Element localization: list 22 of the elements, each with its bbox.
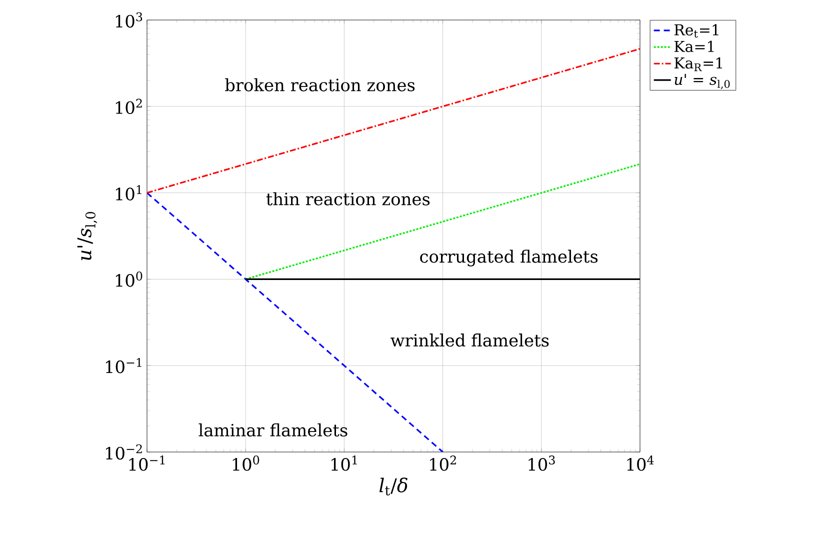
annotation: thin reaction zones — [266, 192, 430, 206]
x-tick-label: 10$^{0}$ — [232, 456, 260, 471]
y-axis-title: u'/s$_{l,0}$ — [77, 212, 98, 260]
x-tick-label: 10$^{4}$ — [627, 456, 654, 471]
legend-label: Re$_{t}$=1 — [674, 24, 718, 38]
legend-label: u' = s$_{l,0}$ — [674, 74, 730, 90]
x-tick-label: 10$^{1}$ — [331, 456, 357, 471]
y-tick-label: 10$^{−1}$ — [106, 358, 142, 374]
legend-label: Ka=1 — [674, 40, 714, 52]
x-tick-label: 10$^{2}$ — [430, 456, 456, 471]
y-tick-label: 10$^{2}$ — [116, 98, 142, 114]
annotation: wrinkled flamelets — [390, 334, 549, 347]
x-tick-label: 10$^{−1}$ — [129, 456, 165, 471]
legend-label: Ka$_{R}$=1 — [674, 57, 722, 72]
y-tick-label: 10$^{0}$ — [116, 272, 142, 287]
annotation: corrugated flamelets — [420, 250, 598, 266]
x-axis-title: l$_{t}$/δ — [379, 478, 408, 496]
y-tick-label: 10$^{3}$ — [116, 12, 142, 28]
x-tick-label: 10$^{3}$ — [528, 456, 555, 471]
y-tick-label: 10$^{1}$ — [116, 185, 142, 200]
annotation: broken reaction zones — [225, 78, 415, 92]
annotation: laminar flamelets — [198, 423, 348, 437]
